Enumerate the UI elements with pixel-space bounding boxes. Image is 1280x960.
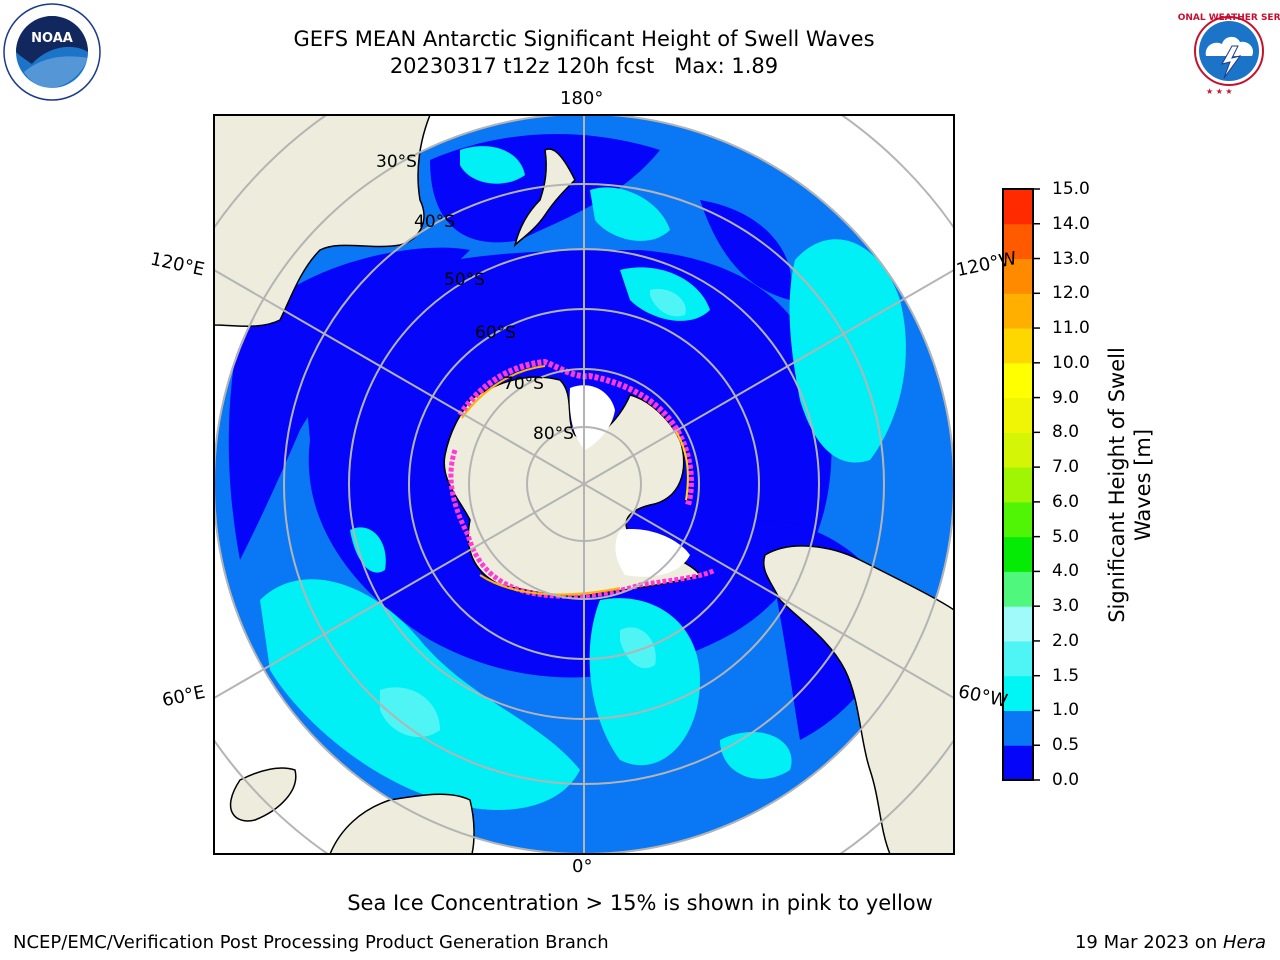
sea-ice-edge: [448, 358, 717, 599]
colorbar-segment: [1003, 745, 1033, 781]
colorbar-segment: [1003, 606, 1033, 642]
colorbar-segment: [1003, 189, 1033, 225]
nws-star-icon: ★ ★ ★: [1206, 87, 1233, 96]
colorbar-segment: [1003, 675, 1033, 711]
colorbar-segment: [1003, 397, 1033, 433]
lat-label-70s: 70°S: [503, 374, 544, 394]
colorbar-tick-label: 0.0: [1052, 770, 1080, 790]
title-line-2: 20230317 t12z 120h fcst Max: 1.89: [389, 54, 779, 78]
nws-logo: NATIONAL WEATHER SERVICE ★ ★ ★: [1178, 2, 1280, 100]
colorbar-tick-label: 15.0: [1052, 179, 1090, 199]
lat-label-40s: 40°S: [414, 212, 455, 232]
swell-field: [214, 115, 954, 854]
colorbar-tick-label: 6.0: [1052, 491, 1080, 512]
colorbar-segment: [1003, 501, 1033, 538]
lat-label-60s: 60°S: [475, 323, 516, 343]
colorbar: [1003, 189, 1033, 781]
sea-ice-caption: Sea Ice Concentration > 15% is shown in …: [347, 891, 933, 915]
colorbar-tick-label: 1.0: [1052, 700, 1080, 721]
map-frame: [213, 114, 955, 855]
colorbar-segment: [1003, 571, 1033, 607]
colorbar-segment: [1003, 293, 1033, 329]
colorbar-tick-label: 10.0: [1052, 352, 1090, 373]
colorbar-segment: [1003, 258, 1033, 294]
lat-label-50s: 50°S: [444, 270, 485, 290]
colorbar-tick-label: 14.0: [1052, 213, 1090, 234]
lon-label-0: 0°: [572, 856, 593, 877]
ice-shelf: [569, 385, 690, 577]
noaa-logo: NOAA: [3, 3, 101, 101]
colorbar-segment: [1003, 710, 1033, 746]
colorbar-tick-label: 0.5: [1052, 735, 1080, 756]
colorbar-label: Significant Height of Swell Waves [m]: [1104, 347, 1156, 623]
colorbar-segment: [1003, 467, 1033, 503]
colorbar-tick-label: 13.0: [1052, 248, 1090, 269]
colorbar-tick-label: 1.5: [1052, 665, 1080, 686]
colorbar-tick-label: 4.0: [1052, 561, 1080, 582]
colorbar-tick-label: 2.0: [1052, 630, 1080, 651]
noaa-logo-text: NOAA: [31, 31, 73, 46]
footer-host: Hera: [1222, 932, 1266, 953]
title-line-1: GEFS MEAN Antarctic Significant Height o…: [293, 27, 875, 51]
footer-producer: NCEP/EMC/Verification Post Processing Pr…: [13, 932, 609, 953]
colorbar-segment: [1003, 223, 1033, 260]
colorbar-segment: [1003, 328, 1033, 364]
graticule: [214, 115, 954, 854]
colorbar-tick-label: 8.0: [1052, 422, 1080, 443]
colorbar-label-line-2: Waves [m]: [1131, 428, 1155, 542]
colorbar-tick-label: 5.0: [1052, 526, 1080, 547]
colorbar-frame: [1002, 188, 1034, 781]
colorbar-segment: [1003, 362, 1033, 399]
colorbar-tick-label: 9.0: [1052, 387, 1080, 408]
footer-date: 19 Mar 2023 on Hera: [1075, 932, 1266, 953]
colorbar-tick-label: 12.0: [1052, 283, 1090, 304]
colorbar-segment: [1003, 432, 1033, 468]
lat-label-80s: 80°S: [533, 424, 574, 444]
lat-label-30s: 30°S: [376, 152, 417, 172]
nws-logo-text: NATIONAL WEATHER SERVICE: [1178, 13, 1280, 23]
colorbar-label-line-1: Significant Height of Swell: [1105, 347, 1129, 623]
colorbar-tick-label: 7.0: [1052, 457, 1080, 478]
colorbar-tick-marks: [1033, 188, 1040, 781]
lon-label-180: 180°: [560, 88, 604, 109]
colorbar-segment: [1003, 640, 1033, 677]
colorbar-segment: [1003, 536, 1033, 572]
footer-date-text: 19 Mar 2023 on: [1074, 932, 1223, 953]
colorbar-tick-label: 3.0: [1052, 596, 1080, 617]
colorbar-tick-label: 11.0: [1052, 318, 1090, 339]
land: [214, 115, 954, 854]
